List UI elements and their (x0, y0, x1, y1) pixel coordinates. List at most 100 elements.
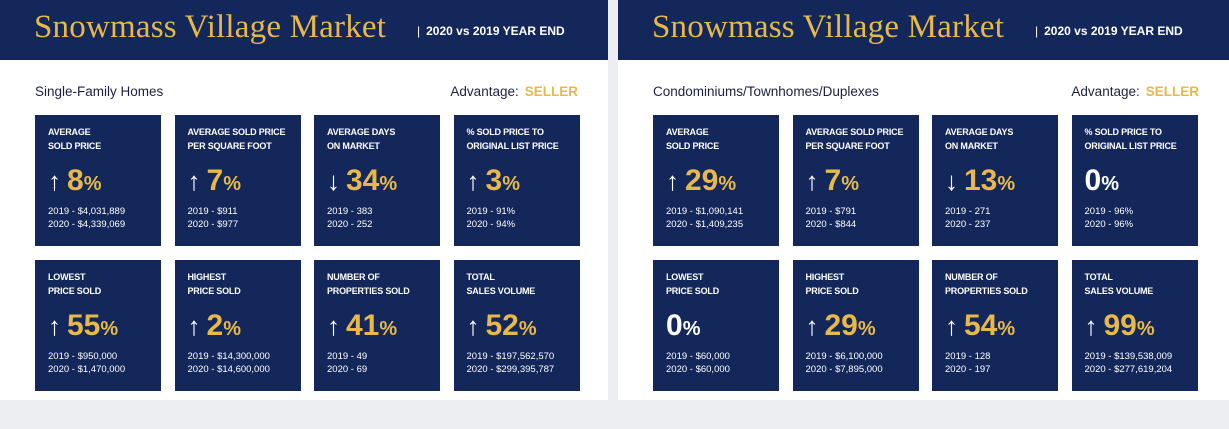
stat-change: ↑ 8% (48, 163, 161, 199)
stat-label: LOWEST PRICE SOLD (48, 272, 102, 296)
percent-change: 0% (1085, 164, 1119, 198)
stat-label: TOTAL SALES VOLUME (1084, 272, 1154, 296)
percent-value: 2 (206, 309, 224, 342)
stat-change: ↑ 29% (666, 163, 779, 199)
value-2019: 2019 - $1,090,141 (666, 206, 744, 217)
value-2019: 2019 - $14,300,000 (187, 351, 270, 362)
stat-card: AVERAGE DAYS ON MARKET ↓ 34% 2019 - 383 2020… (314, 115, 440, 246)
arrow-down-icon: ↓ (327, 166, 340, 196)
stat-comparison: 2019 - $6,100,000 2020 - $7,895,000 (806, 350, 919, 376)
value-2019: 2019 - $197,562,570 (466, 351, 555, 362)
value-2019: 2019 - 91% (466, 206, 516, 217)
value-2019: 2019 - 49 (327, 351, 368, 362)
stat-change: ↑ 41% (327, 308, 440, 344)
market-advantage: Advantage: SELLER (1071, 84, 1199, 99)
stat-comparison: 2019 - $197,562,570 2020 - $299,395,787 (467, 350, 580, 376)
percent-change: 29% (685, 164, 736, 198)
stat-change: ↑ 7% (806, 163, 919, 199)
value-2019: 2019 - $60,000 (666, 351, 730, 362)
percent-change: 8% (67, 164, 101, 198)
stat-change: ↑ 99% (1085, 308, 1198, 344)
percent-value: 55 (67, 309, 101, 342)
percent-change: 55% (67, 309, 118, 343)
value-2020: 2020 - $7,895,000 (805, 364, 883, 375)
percent-unit: % (997, 318, 1016, 340)
header-banner: Snowmass Village Market | 2020 vs 2019 YE… (618, 0, 1229, 60)
value-2019: 2019 - $950,000 (48, 351, 118, 362)
report-period-text: 2020 vs 2019 YEAR END (426, 24, 565, 38)
stat-card: AVERAGE SOLD PRICE ↑ 8% 2019 - $4,031,889 20… (35, 115, 161, 246)
percent-value: 34 (346, 164, 380, 197)
percent-unit: % (1136, 318, 1155, 340)
advantage-value: SELLER (1145, 84, 1199, 99)
percent-value: 8 (67, 164, 84, 197)
market-panel-single-family: Snowmass Village Market | 2020 vs 2019 YE… (0, 0, 608, 400)
value-2020: 2020 - $60,000 (666, 364, 730, 375)
percent-change: 2% (207, 309, 241, 343)
report-period: | 2020 vs 2019 YEAR END (417, 24, 565, 38)
percent-unit: % (1101, 173, 1119, 195)
percent-unit: % (83, 173, 102, 195)
stat-label: AVERAGE SOLD PRICE PER SQUARE FOOT (187, 127, 286, 151)
percent-unit: % (223, 318, 241, 340)
value-2020: 2020 - 69 (327, 364, 368, 375)
percent-change: 7% (825, 164, 859, 198)
arrow-up-icon: ↑ (805, 311, 819, 341)
value-2019: 2019 - $6,100,000 (805, 351, 883, 362)
percent-change: 7% (207, 164, 241, 198)
stat-label: NUMBER OF PROPERTIES SOLD (327, 272, 410, 296)
stat-change: ↓ 34% (327, 163, 440, 199)
market-title: Snowmass Village Market (34, 9, 387, 45)
advantage-value: SELLER (524, 84, 578, 99)
percent-value: 52 (485, 309, 519, 342)
stat-card: AVERAGE SOLD PRICE ↑ 29% 2019 - $1,090,141 2… (653, 115, 779, 246)
stat-comparison: 2019 - $791 2020 - $844 (806, 205, 919, 231)
percent-unit: % (100, 318, 119, 340)
value-2020: 2020 - $977 (187, 219, 239, 230)
value-2019: 2019 - $791 (805, 206, 857, 217)
stat-card: HIGHEST PRICE SOLD ↑ 2% 2019 - $14,300,000 2… (174, 260, 301, 391)
stat-card: % SOLD PRICE TO ORIGINAL LIST PRICE ↑ 3% 20… (453, 115, 580, 246)
stat-change: 0% (666, 308, 779, 344)
value-2020: 2020 - $1,470,000 (48, 364, 126, 375)
market-advantage: Advantage: SELLER (450, 84, 578, 99)
percent-change: 29% (825, 309, 876, 343)
stat-label: HIGHEST PRICE SOLD (187, 272, 241, 296)
percent-change: 0% (666, 309, 700, 343)
stat-label: AVERAGE SOLD PRICE PER SQUARE FOOT (805, 127, 904, 151)
stat-comparison: 2019 - $60,000 2020 - $60,000 (666, 350, 779, 376)
value-2020: 2020 - $277,619,204 (1084, 364, 1173, 375)
stat-comparison: 2019 - $14,300,000 2020 - $14,600,000 (188, 350, 301, 376)
percent-value: 54 (964, 309, 998, 342)
stat-label: AVERAGE SOLD PRICE (666, 127, 720, 151)
percent-value: 41 (346, 309, 380, 342)
advantage-label: Advantage: (1071, 84, 1140, 99)
percent-change: 13% (964, 164, 1015, 198)
value-2020: 2020 - $844 (805, 219, 857, 230)
value-2020: 2020 - 96% (1084, 219, 1134, 230)
stat-comparison: 2019 - $911 2020 - $977 (188, 205, 301, 231)
report-period: | 2020 vs 2019 YEAR END (1035, 24, 1183, 38)
value-2019: 2019 - $139,538,009 (1084, 351, 1173, 362)
stat-change: ↑ 3% (467, 163, 580, 199)
percent-value: 29 (824, 309, 858, 342)
value-2019: 2019 - $911 (187, 206, 238, 217)
stat-card: AVERAGE DAYS ON MARKET ↓ 13% 2019 - 271 2020… (932, 115, 1058, 246)
percent-change: 41% (346, 309, 397, 343)
value-2020: 2020 - 197 (945, 364, 991, 375)
stats-grid: AVERAGE SOLD PRICE ↑ 8% 2019 - $4,031,889 20… (35, 115, 580, 391)
arrow-up-icon: ↑ (48, 311, 61, 341)
percent-change: 3% (486, 164, 520, 198)
stat-card: LOWEST PRICE SOLD ↑ 55% 2019 - $950,000 2020… (35, 260, 161, 391)
header-banner: Snowmass Village Market | 2020 vs 2019 YE… (0, 0, 608, 60)
stat-change: ↑ 29% (806, 308, 919, 344)
percent-unit: % (997, 173, 1016, 195)
percent-value: 29 (685, 164, 719, 197)
stat-change: 0% (1085, 163, 1198, 199)
stat-card: AVERAGE SOLD PRICE PER SQUARE FOOT ↑ 7% 201… (792, 115, 919, 246)
stat-card: % SOLD PRICE TO ORIGINAL LIST PRICE 0% 201… (1071, 115, 1198, 246)
percent-value: 3 (485, 164, 503, 197)
stat-card: NUMBER OF PROPERTIES SOLD ↑ 54% 2019 - 128 2… (932, 260, 1058, 391)
arrow-up-icon: ↑ (48, 166, 61, 196)
advantage-label: Advantage: (450, 84, 519, 99)
